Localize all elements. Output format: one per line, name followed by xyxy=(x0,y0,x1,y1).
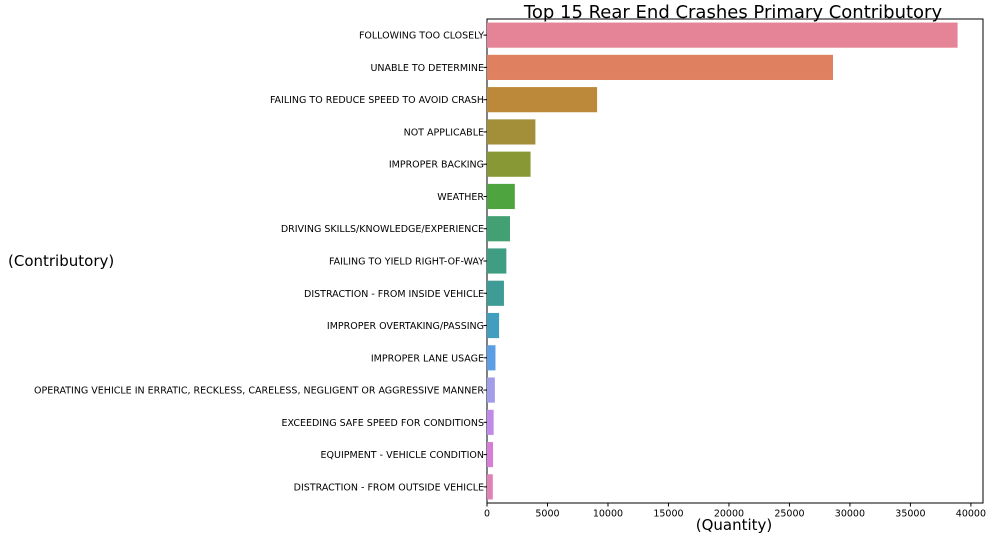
bar xyxy=(487,216,510,242)
category-label: OPERATING VEHICLE IN ERRATIC, RECKLESS, … xyxy=(34,386,484,397)
bar xyxy=(487,377,495,403)
bar xyxy=(487,312,500,339)
category-label: EQUIPMENT - VEHICLE CONDITION xyxy=(321,450,484,461)
category-label: DISTRACTION - FROM INSIDE VEHICLE xyxy=(304,289,484,300)
bar xyxy=(487,22,958,48)
x-tick-label: 0 xyxy=(484,509,490,520)
bar xyxy=(487,54,833,80)
category-label: FAILING TO REDUCE SPEED TO AVOID CRASH xyxy=(270,95,484,106)
category-label: DISTRACTION - FROM OUTSIDE VEHICLE xyxy=(294,482,484,493)
chart-title: Top 15 Rear End Crashes Primary Contribu… xyxy=(523,2,943,23)
x-axis-label: (Quantity) xyxy=(696,516,773,534)
category-label: FOLLOWING TOO CLOSELY xyxy=(359,31,484,42)
bar xyxy=(487,409,494,435)
category-label: EXCEEDING SAFE SPEED FOR CONDITIONS xyxy=(282,418,484,429)
y-ticks-group: FOLLOWING TOO CLOSELY UNABLE TO DETERMINE… xyxy=(34,31,487,493)
bar xyxy=(487,442,494,468)
bar xyxy=(487,248,507,274)
bar xyxy=(487,474,493,500)
x-tick-label: 30000 xyxy=(835,509,865,520)
bar xyxy=(487,151,531,177)
y-axis-label: (Contributory) xyxy=(8,252,114,270)
category-label: DRIVING SKILLS/KNOWLEDGE/EXPERIENCE xyxy=(281,224,484,235)
x-tick-label: 10000 xyxy=(593,509,623,520)
x-ticks-group: 0 5000 10000 15000 20000 25000 30000 35000 40000 xyxy=(484,503,986,520)
category-label: FAILING TO YIELD RIGHT-OF-WAY xyxy=(329,257,484,268)
bar xyxy=(487,119,536,145)
category-label: IMPROPER LANE USAGE xyxy=(371,353,484,364)
category-label: UNABLE TO DETERMINE xyxy=(370,63,484,74)
category-label: NOT APPLICABLE xyxy=(404,127,484,138)
x-tick-label: 5000 xyxy=(535,509,559,520)
category-label: IMPROPER OVERTAKING/PASSING xyxy=(327,321,484,332)
bar xyxy=(487,280,504,306)
x-tick-label: 35000 xyxy=(895,509,925,520)
x-tick-label: 20000 xyxy=(714,509,744,520)
x-tick-label: 25000 xyxy=(774,509,804,520)
bars-group xyxy=(487,22,958,500)
bar xyxy=(487,87,598,113)
bar xyxy=(487,345,496,371)
x-tick-label: 15000 xyxy=(653,509,683,520)
category-label: WEATHER xyxy=(437,192,484,203)
category-label: IMPROPER BACKING xyxy=(389,160,484,171)
x-tick-label: 40000 xyxy=(956,509,986,520)
bar xyxy=(487,183,515,210)
